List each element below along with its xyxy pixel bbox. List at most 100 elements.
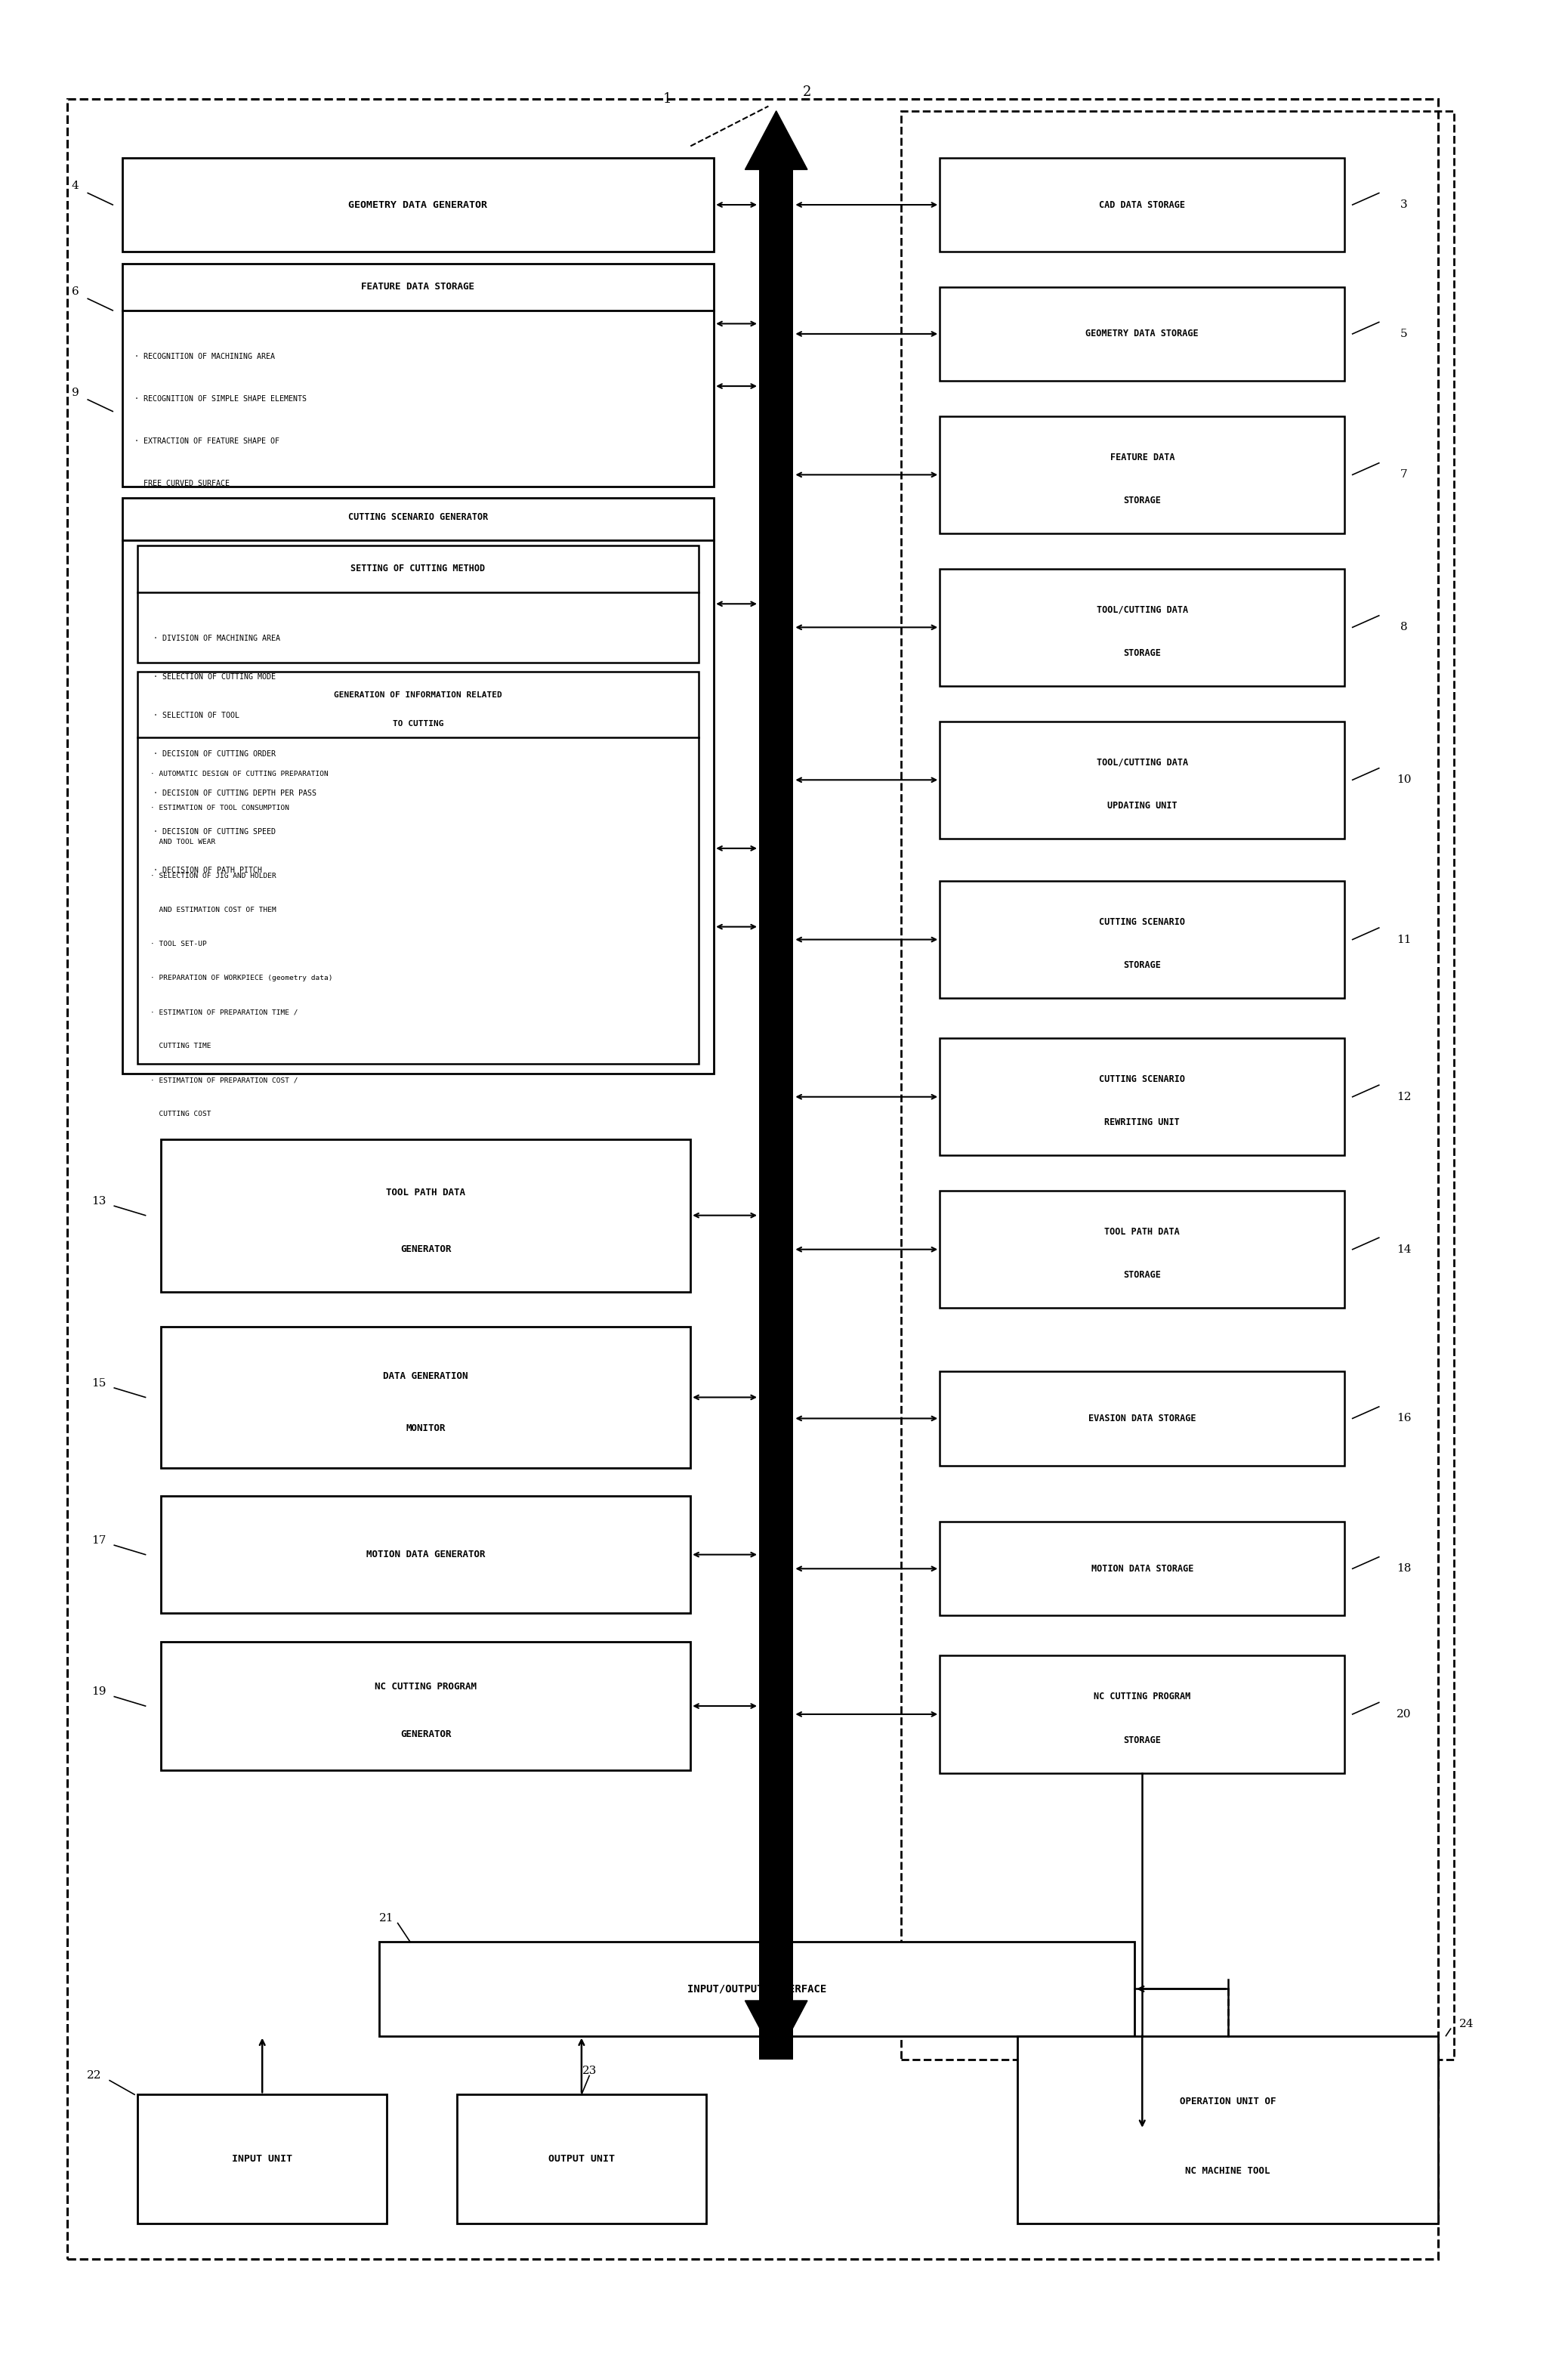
Text: STORAGE: STORAGE bbox=[1123, 495, 1160, 505]
Text: TOOL/CUTTING DATA: TOOL/CUTTING DATA bbox=[1096, 604, 1189, 615]
Text: AND ESTIMATION COST OF THEM: AND ESTIMATION COST OF THEM bbox=[151, 908, 276, 913]
Text: · AUTOMATIC DESIGN OF CUTTING PREPARATION: · AUTOMATIC DESIGN OF CUTTING PREPARATIO… bbox=[151, 771, 328, 778]
Text: 20: 20 bbox=[1397, 1710, 1411, 1719]
Text: · RECOGNITION OF SIMPLE SHAPE ELEMENTS: · RECOGNITION OF SIMPLE SHAPE ELEMENTS bbox=[135, 394, 307, 403]
Text: 23: 23 bbox=[582, 2066, 597, 2077]
Text: 11: 11 bbox=[1397, 934, 1411, 946]
Bar bbox=[939, 568, 1345, 686]
Text: MOTION DATA STORAGE: MOTION DATA STORAGE bbox=[1091, 1563, 1193, 1573]
Text: · TOOL SET-UP: · TOOL SET-UP bbox=[151, 941, 207, 948]
Text: 12: 12 bbox=[1397, 1092, 1411, 1101]
Text: CUTTING TIME: CUTTING TIME bbox=[151, 1042, 210, 1049]
Bar bbox=[138, 545, 698, 663]
Text: CUTTING SCENARIO: CUTTING SCENARIO bbox=[1099, 917, 1185, 927]
Text: TOOL/CUTTING DATA: TOOL/CUTTING DATA bbox=[1096, 757, 1189, 766]
Bar bbox=[939, 1191, 1345, 1309]
Text: REWRITING UNIT: REWRITING UNIT bbox=[1104, 1118, 1179, 1127]
Text: 22: 22 bbox=[86, 2070, 102, 2082]
Text: MONITOR: MONITOR bbox=[406, 1424, 445, 1434]
Text: · ESTIMATION OF PREPARATION TIME /: · ESTIMATION OF PREPARATION TIME / bbox=[151, 1009, 298, 1016]
Bar bbox=[939, 1038, 1345, 1155]
Text: · ESTIMATION OF PREPARATION COST /: · ESTIMATION OF PREPARATION COST / bbox=[151, 1078, 298, 1085]
Bar bbox=[939, 158, 1345, 252]
Text: GENERATOR: GENERATOR bbox=[400, 1245, 452, 1254]
Bar bbox=[939, 722, 1345, 839]
Text: 5: 5 bbox=[1400, 328, 1408, 340]
Bar bbox=[67, 99, 1438, 2259]
Text: · DECISION OF PATH PITCH: · DECISION OF PATH PITCH bbox=[154, 868, 262, 875]
Bar bbox=[939, 415, 1345, 533]
Bar bbox=[939, 882, 1345, 997]
Bar bbox=[138, 672, 698, 1063]
Text: 16: 16 bbox=[1397, 1412, 1411, 1424]
Text: STORAGE: STORAGE bbox=[1123, 960, 1160, 969]
Text: FREE CURVED SURFACE: FREE CURVED SURFACE bbox=[135, 479, 229, 488]
Text: 13: 13 bbox=[91, 1196, 107, 1207]
Bar bbox=[162, 1139, 690, 1292]
Bar bbox=[759, 170, 793, 2059]
Text: · RECOGNITION OF MACHINING AREA: · RECOGNITION OF MACHINING AREA bbox=[135, 354, 274, 361]
Bar bbox=[162, 1641, 690, 1771]
Text: · DECISION OF CUTTING SPEED: · DECISION OF CUTTING SPEED bbox=[154, 828, 276, 835]
Text: · DECISION OF CUTTING DEPTH PER PASS: · DECISION OF CUTTING DEPTH PER PASS bbox=[154, 790, 317, 797]
Bar bbox=[162, 1495, 690, 1613]
Text: 15: 15 bbox=[91, 1377, 107, 1389]
Text: 17: 17 bbox=[91, 1535, 107, 1547]
Text: 10: 10 bbox=[1397, 776, 1411, 785]
Bar bbox=[900, 111, 1454, 2059]
Text: NC MACHINE TOOL: NC MACHINE TOOL bbox=[1185, 2167, 1270, 2176]
Text: · SELECTION OF CUTTING MODE: · SELECTION OF CUTTING MODE bbox=[154, 672, 276, 681]
Bar bbox=[939, 288, 1345, 382]
Text: · SELECTION OF JIG AND HOLDER: · SELECTION OF JIG AND HOLDER bbox=[151, 872, 276, 880]
Text: · DECISION OF CUTTING ORDER: · DECISION OF CUTTING ORDER bbox=[154, 750, 276, 759]
Text: 21: 21 bbox=[379, 1912, 394, 1924]
Bar bbox=[138, 2094, 387, 2224]
Bar bbox=[1018, 2035, 1438, 2224]
Text: INPUT UNIT: INPUT UNIT bbox=[232, 2155, 293, 2165]
Text: · SELECTION OF TOOL: · SELECTION OF TOOL bbox=[154, 712, 240, 719]
Text: OPERATION UNIT OF: OPERATION UNIT OF bbox=[1179, 2096, 1276, 2106]
Text: DATA GENERATION: DATA GENERATION bbox=[383, 1372, 469, 1382]
Text: OUTPUT UNIT: OUTPUT UNIT bbox=[549, 2155, 615, 2165]
Bar bbox=[122, 498, 713, 1073]
Text: CAD DATA STORAGE: CAD DATA STORAGE bbox=[1099, 200, 1185, 210]
Text: 18: 18 bbox=[1397, 1563, 1411, 1575]
Text: 6: 6 bbox=[72, 285, 78, 297]
Text: STORAGE: STORAGE bbox=[1123, 1735, 1160, 1745]
Text: 8: 8 bbox=[1400, 623, 1408, 632]
Text: CUTTING COST: CUTTING COST bbox=[151, 1111, 210, 1118]
Polygon shape bbox=[745, 111, 808, 170]
Text: NC CUTTING PROGRAM: NC CUTTING PROGRAM bbox=[1094, 1691, 1190, 1702]
Bar bbox=[162, 1328, 690, 1467]
Text: STORAGE: STORAGE bbox=[1123, 648, 1160, 658]
Text: 19: 19 bbox=[91, 1686, 107, 1698]
Text: AND TOOL WEAR: AND TOOL WEAR bbox=[151, 839, 215, 847]
Bar bbox=[939, 1372, 1345, 1464]
Text: GENERATION OF INFORMATION RELATED: GENERATION OF INFORMATION RELATED bbox=[334, 691, 502, 700]
Text: MOTION DATA GENERATOR: MOTION DATA GENERATOR bbox=[367, 1549, 485, 1559]
Bar bbox=[456, 2094, 706, 2224]
Text: FEATURE DATA: FEATURE DATA bbox=[1110, 453, 1174, 462]
Text: TOOL PATH DATA: TOOL PATH DATA bbox=[1104, 1226, 1179, 1236]
Text: EVASION DATA STORAGE: EVASION DATA STORAGE bbox=[1088, 1412, 1196, 1424]
Text: 7: 7 bbox=[1400, 469, 1408, 481]
Text: GEOMETRY DATA STORAGE: GEOMETRY DATA STORAGE bbox=[1085, 330, 1198, 340]
Text: UPDATING UNIT: UPDATING UNIT bbox=[1107, 802, 1178, 811]
Text: GENERATOR: GENERATOR bbox=[400, 1728, 452, 1740]
Text: 1: 1 bbox=[663, 92, 671, 106]
Bar bbox=[122, 158, 713, 252]
Text: SETTING OF CUTTING METHOD: SETTING OF CUTTING METHOD bbox=[351, 564, 485, 573]
Bar bbox=[939, 1655, 1345, 1773]
Text: 14: 14 bbox=[1397, 1245, 1411, 1254]
Bar bbox=[939, 1521, 1345, 1615]
Text: 3: 3 bbox=[1400, 200, 1408, 210]
Text: FEATURE DATA STORAGE: FEATURE DATA STORAGE bbox=[361, 283, 475, 292]
Text: · DIVISION OF MACHINING AREA: · DIVISION OF MACHINING AREA bbox=[154, 634, 281, 641]
Text: · PREPARATION OF WORKPIECE (geometry data): · PREPARATION OF WORKPIECE (geometry dat… bbox=[151, 974, 332, 981]
Text: TOOL PATH DATA: TOOL PATH DATA bbox=[386, 1188, 466, 1198]
Bar bbox=[379, 1943, 1134, 2035]
Text: CUTTING SCENARIO: CUTTING SCENARIO bbox=[1099, 1075, 1185, 1085]
Text: · ESTIMATION OF TOOL CONSUMPTION: · ESTIMATION OF TOOL CONSUMPTION bbox=[151, 804, 289, 811]
Polygon shape bbox=[745, 2000, 808, 2059]
Text: 2: 2 bbox=[803, 85, 812, 99]
